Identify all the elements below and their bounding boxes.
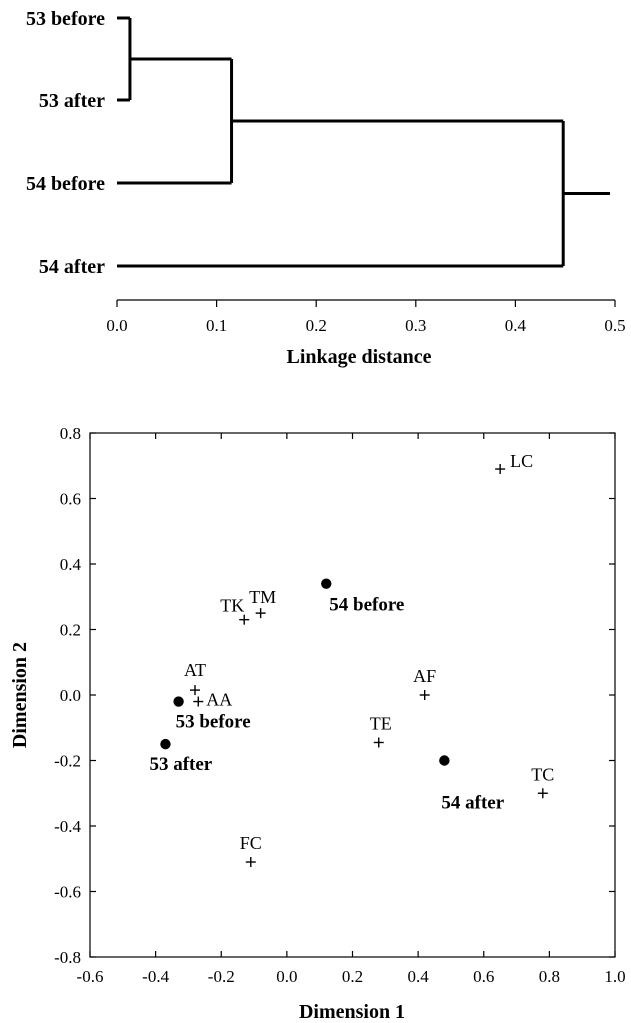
scatter-x-tick-label: 0.4 <box>408 967 430 986</box>
scatter-x-tick-label: 0.6 <box>473 967 494 986</box>
scatter-x-axis-label: Dimension 1 <box>299 1001 405 1023</box>
dendrogram-x-tick-label: 0.3 <box>405 316 426 335</box>
scatter-y-tick-label: 0.8 <box>60 424 81 443</box>
scatter-point-label: AT <box>184 660 206 680</box>
scatter-point-plus <box>245 857 256 868</box>
scatter-point-plus <box>193 696 204 707</box>
scatter-y-tick-label: 0.4 <box>60 555 82 574</box>
scatter-point-dot <box>173 696 184 707</box>
dendrogram-x-axis: 0.0 0.1 0.2 0.3 0.4 0.5 <box>106 299 626 335</box>
scatter-y-tick-label: -0.4 <box>54 817 81 836</box>
dendrogram-x-tick-label: 0.2 <box>306 316 327 335</box>
scatter-point-dot <box>439 755 450 766</box>
scatter-point-label: TC <box>531 764 554 784</box>
scatter-y-tick-label: -0.8 <box>54 948 81 967</box>
dendrogram-x-tick-label: 0.4 <box>505 316 527 335</box>
scatter-point-label: 53 before <box>176 712 251 733</box>
scatter-point-label: AF <box>413 666 436 686</box>
scatter-axes: -0.6 -0.4 -0.2 0.0 0.2 0.4 0.6 0.8 1.0-0.8-0.6-0… <box>54 424 626 986</box>
scatter-point-label: TK <box>220 596 244 616</box>
scatter-y-axis-label: Dimension 2 <box>9 642 31 748</box>
scatter-points: 53 before 53 after 54 before 54 after LC TK TM… <box>149 451 554 868</box>
dendrogram-x-axis-label: Linkage distance <box>286 346 431 368</box>
scatter-point-plus <box>373 737 384 748</box>
scatter-x-tick-label: 0.0 <box>276 967 297 986</box>
scatter-y-tick-label: 0.2 <box>60 621 81 640</box>
dendrogram-x-tick-label: 0.5 <box>604 316 625 335</box>
dendrogram-links <box>117 16 611 268</box>
scatter-x-tick-label: -0.2 <box>208 967 235 986</box>
scatter-y-tick-label: 0.6 <box>60 490 81 509</box>
dendrogram-leaf-label: 54 before <box>26 173 105 195</box>
scatter-point-dot <box>160 738 171 750</box>
scatter-point-label: AA <box>206 690 232 710</box>
scatter-point-plus <box>419 690 430 700</box>
dendrogram-leaf-labels: 53 before 53 after 54 before 54 after <box>26 8 105 278</box>
scatter-point-plus <box>255 608 266 619</box>
scatter-point-plus <box>537 788 548 799</box>
scatter-point-label: 54 after <box>441 793 504 814</box>
scatter-point-label: TM <box>249 587 276 607</box>
scatter-x-tick-label: -0.6 <box>77 967 104 986</box>
scatter-point-dot <box>321 578 332 589</box>
scatter-y-tick-label: -0.2 <box>54 752 81 771</box>
dendrogram-leaf-label: 53 after <box>39 90 105 112</box>
scatter-y-tick-label: -0.6 <box>54 883 81 902</box>
scatter-x-tick-label: 1.0 <box>604 967 625 986</box>
scatter-x-tick-label: -0.4 <box>142 967 169 986</box>
dendrogram-leaf-label: 53 before <box>26 8 105 30</box>
scatter-point-label: FC <box>240 833 262 853</box>
dendrogram-leaf-label: 54 after <box>39 256 105 278</box>
scatter-point-label: TE <box>370 713 392 733</box>
scatter-x-tick-label: 0.8 <box>539 967 560 986</box>
scatter-point-plus <box>495 464 506 475</box>
scatter-x-tick-label: 0.2 <box>342 967 363 986</box>
scatter-point-label: LC <box>510 451 533 471</box>
plot-frame <box>89 432 616 958</box>
scatter-y-tick-label: 0.0 <box>60 686 81 705</box>
scatter-point-plus <box>239 614 250 625</box>
dendrogram-x-tick-label: 0.1 <box>206 316 227 335</box>
scatter-plot: -0.6 -0.4 -0.2 0.0 0.2 0.4 0.6 0.8 1.0-0.8-0.6-0… <box>9 424 626 1023</box>
dendrogram-x-tick-label: 0.0 <box>106 316 127 335</box>
scatter-point-label: 54 before <box>329 595 404 616</box>
scatter-point-plus <box>190 685 200 696</box>
scatter-point-label: 53 after <box>149 754 212 775</box>
